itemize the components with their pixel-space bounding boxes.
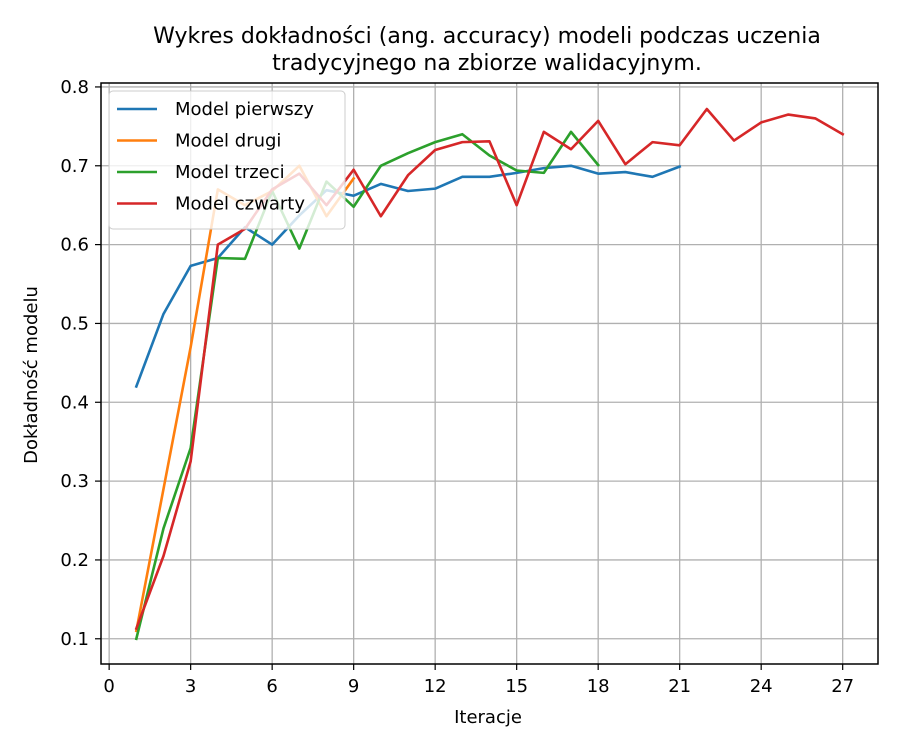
y-tick-label: 0.8 — [60, 77, 89, 98]
y-tick-label: 0.5 — [60, 313, 89, 334]
x-tick-label: 24 — [750, 676, 773, 697]
y-tick-label: 0.3 — [60, 471, 89, 492]
chart-title-line-2: tradycyjnego na zbiorze walidacyjnym. — [272, 51, 702, 76]
legend-label: Model czwarty — [175, 194, 305, 215]
chart-title-line-1: Wykres dokładności (ang. accuracy) model… — [153, 24, 821, 49]
x-tick-label: 27 — [831, 676, 854, 697]
legend-label: Model pierwszy — [175, 99, 314, 120]
x-tick-label: 18 — [587, 676, 610, 697]
axis-ticks: 0 3 6 9 12 15 18 21 24 27 0.1 0.2 0.3 0.4 0.5 0.6 0.7 0.8 — [60, 77, 854, 697]
y-tick-label: 0.7 — [60, 156, 89, 177]
y-axis-label: Dokładność modelu — [21, 286, 42, 464]
series-line-1 — [134, 164, 682, 389]
y-tick-label: 0.1 — [60, 629, 89, 650]
x-tick-label: 9 — [348, 676, 359, 697]
y-tick-label: 0.6 — [60, 235, 89, 256]
legend-label: Model drugi — [175, 131, 281, 152]
x-tick-label: 6 — [266, 676, 277, 697]
y-tick-label: 0.2 — [60, 550, 89, 571]
legend-box — [108, 90, 346, 230]
x-tick-label: 0 — [103, 676, 114, 697]
x-axis-label: Iteracje — [454, 707, 522, 728]
plot-frame — [100, 82, 879, 665]
x-tick-label: 12 — [424, 676, 447, 697]
x-tick-label: 15 — [505, 676, 528, 697]
x-tick-label: 3 — [185, 676, 196, 697]
legend: Model pierwszy Model drugi Model trzeci Mod… — [108, 90, 346, 230]
x-tick-label: 21 — [668, 676, 691, 697]
legend-label: Model trzeci — [175, 162, 285, 183]
y-tick-label: 0.4 — [60, 392, 89, 413]
